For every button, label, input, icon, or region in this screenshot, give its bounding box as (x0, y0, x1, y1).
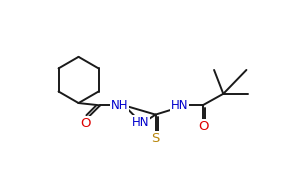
Text: O: O (80, 117, 91, 130)
Text: HN: HN (132, 116, 150, 129)
Text: HN: HN (171, 99, 188, 112)
Text: S: S (151, 132, 160, 145)
Text: NH: NH (111, 99, 128, 112)
Text: O: O (198, 120, 209, 133)
